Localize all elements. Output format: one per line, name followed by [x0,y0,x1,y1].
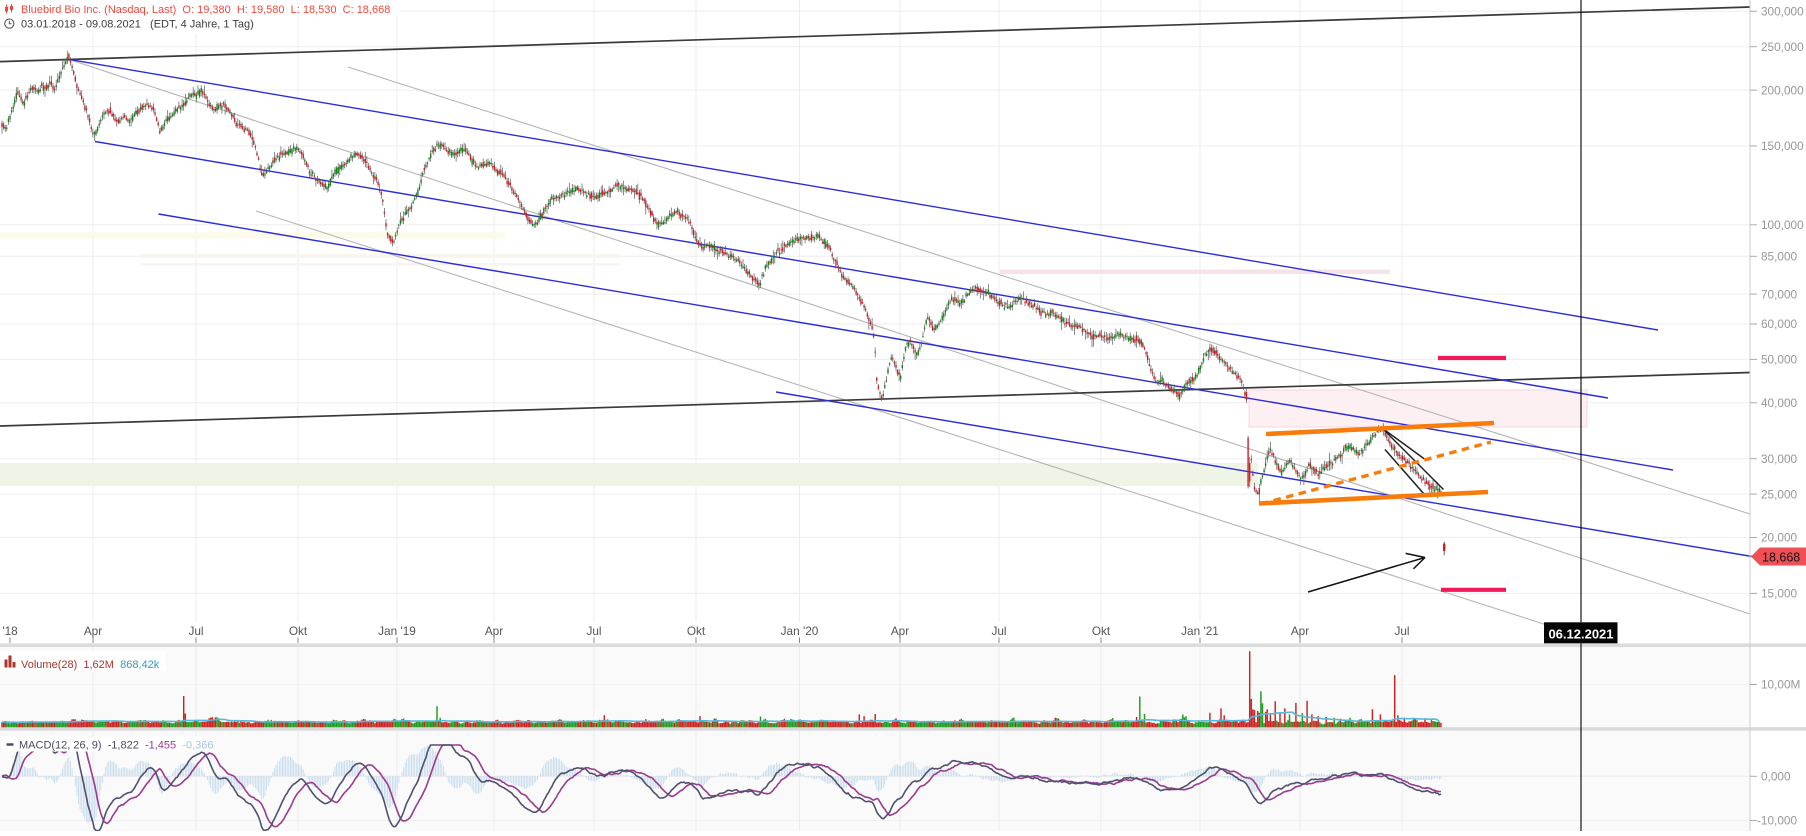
svg-text:Jul: Jul [188,624,203,638]
svg-text:Jul: Jul [586,624,601,638]
svg-text:Jan '20: Jan '20 [781,624,819,638]
svg-text:10,00M: 10,00M [1761,678,1800,692]
svg-text:Volume(28) 1,62M 868,42k: Volume(28) 1,62M 868,42k [21,659,160,671]
svg-text:30,000: 30,000 [1761,452,1798,466]
svg-text:03.01.2018 - 09.08.2021 (EDT: 03.01.2018 - 09.08.2021 (EDT, 4 Jahre, 1… [21,19,254,31]
svg-text:06.12.2021: 06.12.2021 [1548,626,1613,641]
svg-text:Bluebird Bio Inc. (Nasdaq, Las: Bluebird Bio Inc. (Nasdaq, Last) O: 19,3… [21,4,390,16]
svg-text:25,000: 25,000 [1761,487,1798,501]
svg-text:150,000: 150,000 [1761,139,1804,153]
svg-text:Okt: Okt [687,624,706,638]
svg-text:Apr: Apr [891,624,909,638]
svg-text:300,000: 300,000 [1761,5,1804,19]
svg-text:Apr: Apr [84,624,102,638]
svg-text:Jan '21: Jan '21 [1181,624,1219,638]
svg-text:60,000: 60,000 [1761,317,1798,331]
svg-text:Apr: Apr [485,624,503,638]
svg-text:Okt: Okt [1092,624,1111,638]
svg-text:Apr: Apr [1291,624,1309,638]
svg-text:70,000: 70,000 [1761,287,1798,301]
svg-text:200,000: 200,000 [1761,83,1804,97]
svg-text:Jan '19: Jan '19 [378,624,416,638]
svg-text:40,000: 40,000 [1761,396,1798,410]
svg-text:20,000: 20,000 [1761,531,1798,545]
svg-text:18,668: 18,668 [1762,551,1800,565]
svg-text:50,000: 50,000 [1761,353,1798,367]
svg-text:-10,000: -10,000 [1757,814,1797,828]
svg-text:0,000: 0,000 [1761,770,1791,784]
svg-text:MACD(12, 26, 9) -1,822 -1,45: MACD(12, 26, 9) -1,822 -1,455 -0,366 [19,740,214,752]
svg-text:Okt: Okt [289,624,308,638]
svg-text:100,000: 100,000 [1761,218,1804,232]
svg-text:Jul: Jul [1394,624,1409,638]
svg-text:250,000: 250,000 [1761,40,1804,54]
svg-text:Jul: Jul [991,624,1006,638]
svg-text:'18: '18 [2,624,18,638]
svg-text:15,000: 15,000 [1761,587,1798,601]
svg-text:85,000: 85,000 [1761,250,1798,264]
